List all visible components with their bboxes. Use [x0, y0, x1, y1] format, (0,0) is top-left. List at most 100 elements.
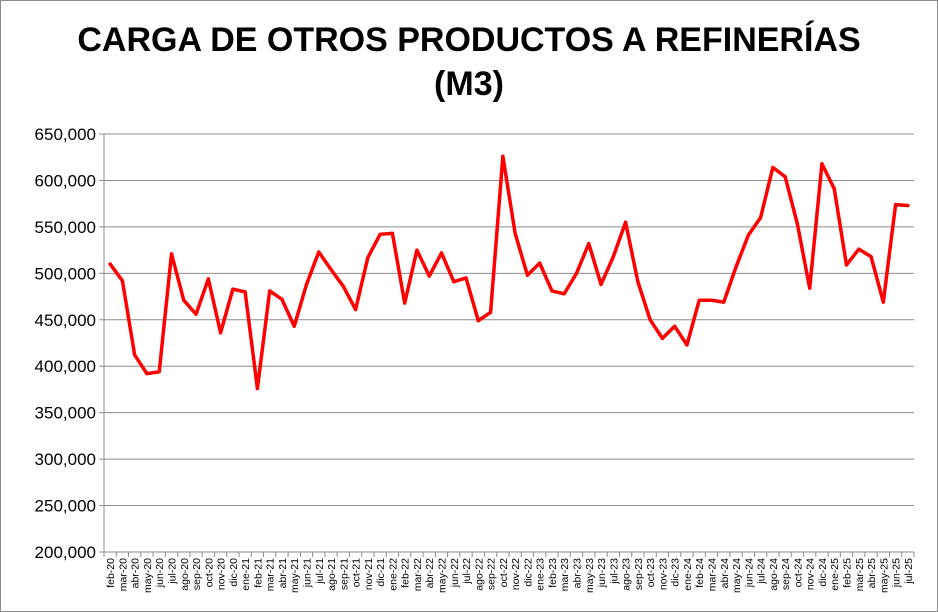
x-tick-label: ene-24 [682, 558, 694, 591]
x-tick-label: mar-25 [854, 558, 866, 591]
x-tick-label: sep-24 [780, 558, 792, 590]
chart-title-line1: CARGA DE OTROS PRODUCTOS A REFINERÍAS [77, 21, 861, 59]
y-tick-label: 200,000 [35, 543, 96, 562]
data-point [648, 318, 652, 322]
data-point [501, 154, 505, 158]
x-tick-label: oct-22 [498, 558, 510, 587]
data-point [317, 250, 321, 254]
x-tick-label: feb-21 [252, 558, 264, 588]
data-point [746, 233, 750, 237]
x-tick-label: mar-20 [117, 558, 129, 591]
y-tick-label: 350,000 [35, 404, 96, 423]
data-point [488, 310, 493, 314]
x-tick-label: dic-24 [817, 558, 829, 587]
x-tick-label: mar-24 [707, 558, 719, 591]
series-group [108, 154, 910, 391]
data-point [255, 386, 260, 391]
x-tick-label: oct-23 [645, 558, 657, 587]
data-point [820, 162, 824, 166]
data-point [869, 255, 873, 259]
chart-subtitle: (M3) [434, 65, 504, 103]
data-point [304, 282, 309, 287]
x-tick-label: ago-23 [621, 558, 633, 591]
data-point [734, 265, 738, 269]
x-tick-label: mar-23 [559, 558, 571, 591]
data-point [783, 175, 787, 179]
y-tick-label: 250,000 [35, 497, 96, 516]
data-point [145, 372, 149, 376]
x-axis: feb-20 mar-20 abr-20 may-20 jun-20 jul-20 ago-… [103, 551, 915, 593]
data-point [906, 203, 910, 208]
x-tick-label: abr-22 [424, 558, 436, 589]
x-tick-label: feb-25 [842, 558, 854, 588]
x-tick-label: jun-22 [449, 558, 461, 588]
x-tick-label: sep-23 [633, 558, 645, 590]
data-point [464, 276, 468, 280]
x-tick-label: jun-20 [154, 558, 166, 588]
data-point [795, 222, 800, 226]
data-point [709, 298, 714, 302]
data-point [366, 255, 370, 260]
x-tick-label: oct-20 [203, 558, 215, 587]
data-point [231, 287, 235, 291]
data-point [403, 301, 407, 305]
x-tick-label: ene-23 [535, 558, 547, 591]
data-point [157, 370, 161, 374]
data-point [415, 248, 419, 252]
y-tick-label: 650,000 [35, 125, 96, 144]
x-tick-label: sep-21 [338, 558, 350, 590]
x-tick-label: jun-23 [596, 558, 608, 588]
data-point [808, 286, 812, 290]
x-tick-label: may-23 [584, 558, 596, 593]
x-tick-label: dic-21 [375, 558, 387, 587]
data-point [513, 231, 517, 235]
x-tick-label: ago-20 [179, 558, 191, 591]
data-point [832, 187, 836, 191]
x-tick-label: ago-22 [473, 558, 485, 591]
x-tick-label: dic-23 [670, 558, 682, 587]
data-point [636, 280, 640, 284]
x-tick-label: jul-24 [756, 558, 768, 585]
y-tick-label: 500,000 [35, 264, 96, 283]
data-point [108, 262, 112, 266]
data-point [378, 232, 382, 236]
x-tick-label: ene-25 [829, 558, 841, 591]
data-point [587, 242, 591, 246]
data-point [329, 268, 333, 272]
x-tick-label: ago-21 [326, 558, 338, 591]
x-tick-label: ago-24 [768, 558, 780, 591]
data-point [476, 319, 480, 323]
data-point [574, 271, 579, 275]
x-tick-label: may-25 [878, 558, 890, 593]
x-tick-label: abr-24 [719, 558, 731, 589]
data-point [562, 292, 566, 296]
x-tick-label: abr-20 [130, 558, 142, 589]
x-tick-label: nov-22 [510, 558, 522, 590]
x-tick-label: jul-20 [167, 558, 179, 585]
x-tick-label: abr-25 [866, 558, 878, 589]
data-point [353, 307, 358, 312]
data-point [599, 282, 603, 287]
data-point [452, 280, 456, 284]
data-point [611, 255, 615, 259]
y-tick-label: 450,000 [35, 311, 96, 330]
x-tick-label: may-21 [289, 558, 301, 593]
data-point [673, 324, 677, 328]
y-tick-label: 300,000 [35, 450, 96, 469]
series-line [108, 154, 910, 391]
x-tick-label: oct-21 [351, 558, 363, 587]
data-point [169, 252, 174, 256]
x-tick-label: mar-22 [412, 558, 424, 591]
data-point [268, 289, 272, 293]
x-tick-label: oct-24 [792, 558, 804, 587]
x-tick-label: ene-21 [240, 558, 252, 591]
data-point [218, 331, 223, 335]
x-tick-label: jul-25 [903, 558, 915, 585]
data-point [341, 284, 345, 288]
x-tick-label: dic-22 [522, 558, 534, 587]
data-point [194, 312, 198, 316]
x-tick-label: may-24 [731, 558, 743, 593]
x-tick-label: ene-22 [387, 558, 399, 591]
